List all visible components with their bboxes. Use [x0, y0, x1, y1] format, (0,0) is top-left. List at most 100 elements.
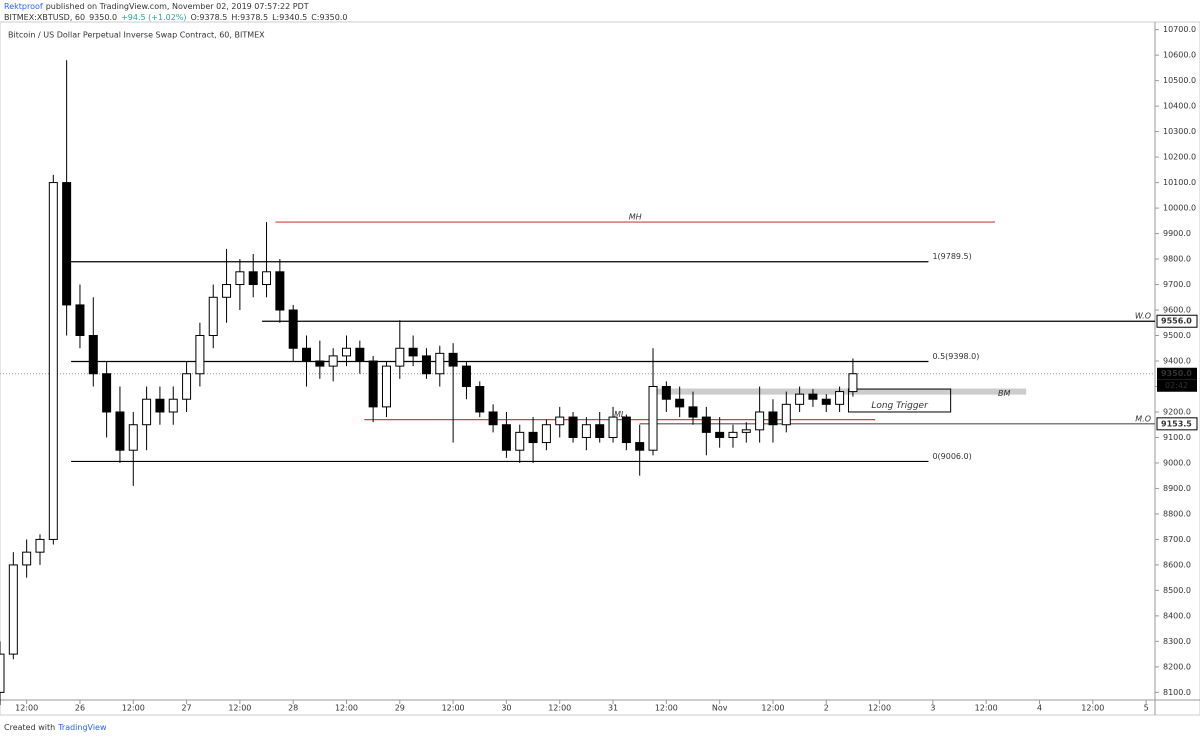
- x-tick-label: 12:00: [655, 704, 678, 713]
- y-tick-label: 9800.0: [1163, 255, 1191, 264]
- candle-body: [635, 442, 645, 451]
- ohlc: H:9378.5: [231, 13, 268, 22]
- countdown-tag: [1157, 379, 1197, 392]
- price-tag: [1156, 417, 1198, 431]
- candle-body: [222, 284, 232, 298]
- x-tick-label: 3: [930, 704, 935, 713]
- candle-body: [501, 424, 511, 451]
- x-tick-label: 27: [181, 704, 191, 713]
- candle-body: [715, 431, 725, 438]
- candle-body: [808, 393, 818, 400]
- y-tick-label: 9400.0: [1163, 357, 1191, 366]
- candle-body: [208, 296, 218, 337]
- candle-body: [688, 406, 698, 418]
- candle-body: [88, 335, 98, 375]
- candle-body: [75, 304, 85, 337]
- x-tick-label: 29: [395, 704, 405, 713]
- y-tick-label: 9500.0: [1163, 331, 1191, 340]
- candle-body: [195, 335, 205, 375]
- chart-title: Bitcoin / US Dollar Perpetual Inverse Sw…: [8, 31, 265, 40]
- level-label: ML: [614, 410, 625, 419]
- level-label: 0(9006.0): [932, 452, 971, 461]
- price-tag: [1157, 367, 1197, 380]
- footer: Created with TradingView: [4, 723, 107, 732]
- candle-body: [848, 373, 858, 393]
- level-label: MH: [629, 213, 642, 222]
- x-tick-label: 12:00: [442, 704, 465, 713]
- level-label: W.O: [1135, 312, 1151, 321]
- y-tick-label: 8700.0: [1163, 535, 1191, 544]
- candle-body: [768, 411, 778, 426]
- candle-body: [741, 429, 751, 433]
- candle-body: [728, 431, 738, 438]
- y-tick-label: 10500.0: [1163, 76, 1196, 85]
- candle-body: [115, 411, 125, 451]
- y-tick-label: 9600.0: [1163, 306, 1191, 315]
- candle-body: [395, 347, 405, 367]
- candle-body: [675, 398, 685, 408]
- y-tick-label: 8300.0: [1163, 637, 1191, 646]
- x-tick-label: 12:00: [122, 704, 145, 713]
- price-tag-label: 9556.0: [1161, 317, 1192, 326]
- candle-body: [381, 365, 391, 408]
- y-tick-label: 10600.0: [1163, 51, 1196, 60]
- candle-body: [62, 182, 72, 306]
- quote-line: BITMEX:XBTUSD, 60 9350.0 +94.5 (+1.02%) O:9…: [4, 13, 348, 22]
- x-tick-label: 12:00: [335, 704, 358, 713]
- x-tick-label: 12:00: [548, 704, 571, 713]
- candle-body: [328, 355, 338, 367]
- candle-body: [835, 391, 845, 405]
- frame: [0, 21, 1200, 716]
- ohlc: L:9340.5: [272, 13, 307, 22]
- candle-body: [102, 373, 112, 413]
- candle-body: [648, 385, 658, 451]
- box: [847, 388, 952, 413]
- candle-body: [22, 551, 32, 566]
- header-line: Rektproof published on TradingView.com, N…: [4, 2, 309, 11]
- price-tag-label: 9153.5: [1161, 419, 1192, 428]
- y-tick-label: 9700.0: [1163, 280, 1191, 289]
- candle-body: [475, 385, 485, 413]
- x-tick-label: 12:00: [228, 704, 251, 713]
- y-tick-label: 9100.0: [1163, 433, 1191, 442]
- y-tick-label: 10300.0: [1163, 127, 1196, 136]
- candle-body: [8, 564, 18, 655]
- candle-body: [755, 411, 765, 431]
- y-tick-label: 8400.0: [1163, 611, 1191, 620]
- candle-body: [48, 182, 58, 540]
- candle-body: [595, 424, 605, 438]
- x-tick-label: 4: [1037, 704, 1042, 713]
- candle-body: [168, 398, 178, 413]
- candle-body: [448, 352, 458, 367]
- y-tick-label: 9900.0: [1163, 229, 1191, 238]
- footer-brand[interactable]: TradingView: [57, 723, 107, 732]
- y-tick-label: 8900.0: [1163, 484, 1191, 493]
- countdown-label: 02:42: [1165, 381, 1188, 390]
- candle-body: [302, 347, 312, 362]
- y-tick-label: 8500.0: [1163, 586, 1191, 595]
- x-tick-label: 30: [501, 704, 511, 713]
- level-label: 1(9789.5): [932, 252, 971, 261]
- candle-body: [781, 403, 791, 426]
- x-tick-label: 12:00: [868, 704, 891, 713]
- candle-body: [355, 347, 365, 362]
- author[interactable]: Rektproof: [4, 2, 43, 11]
- y-tick-label: 10400.0: [1163, 102, 1196, 111]
- candle-body: [182, 373, 192, 400]
- x-tick-label: 31: [608, 704, 618, 713]
- x-tick-label: Nov: [712, 704, 728, 713]
- last: 9350.0: [89, 13, 117, 22]
- candle-body: [235, 271, 245, 286]
- candle-body: [155, 398, 165, 413]
- candle-body: [795, 393, 805, 405]
- x-tick-label: 2: [824, 704, 829, 713]
- candle-body: [275, 271, 285, 311]
- y-tick-label: 9000.0: [1163, 458, 1191, 467]
- candle-body: [528, 431, 538, 444]
- candle-body: [342, 347, 351, 357]
- candle-body: [0, 653, 5, 693]
- level-label: M.O: [1135, 414, 1151, 423]
- candle-body: [128, 424, 138, 451]
- ohlc: O:9378.5: [191, 13, 228, 22]
